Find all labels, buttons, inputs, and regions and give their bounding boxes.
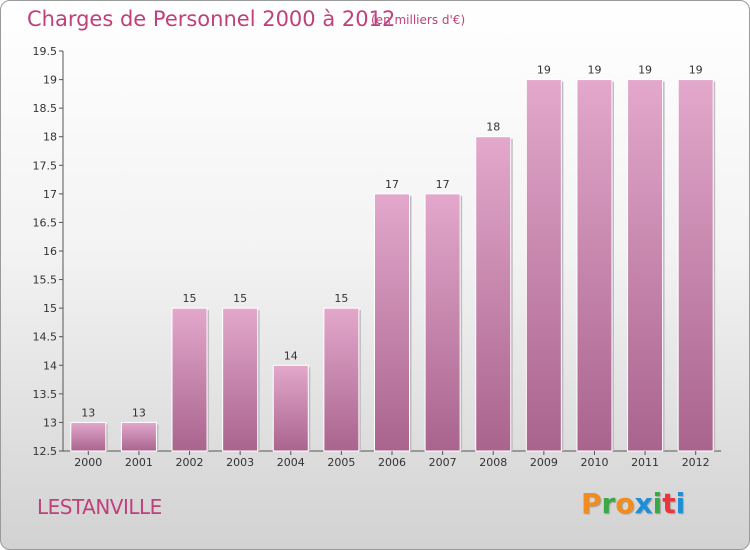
bar-value-label: 19 bbox=[638, 64, 652, 77]
x-tick-label: 2005 bbox=[327, 456, 355, 469]
x-tick-label: 2000 bbox=[74, 456, 102, 469]
y-tick-label: 17.5 bbox=[33, 159, 58, 172]
bar bbox=[627, 79, 664, 452]
bar bbox=[576, 79, 613, 452]
y-tick-label: 19 bbox=[43, 74, 57, 87]
bar-value-label: 15 bbox=[183, 292, 197, 305]
bar-value-label: 19 bbox=[537, 64, 551, 77]
y-tick-label: 18.5 bbox=[33, 102, 58, 115]
x-tick-label: 2012 bbox=[682, 456, 710, 469]
bar-value-label: 13 bbox=[81, 406, 95, 419]
x-tick-label: 2011 bbox=[631, 456, 659, 469]
bar bbox=[272, 364, 309, 452]
x-tick-label: 2008 bbox=[479, 456, 507, 469]
x-tick-label: 2001 bbox=[125, 456, 153, 469]
x-tick-label: 2010 bbox=[580, 456, 608, 469]
x-tick-label: 2006 bbox=[378, 456, 406, 469]
bar-value-label: 19 bbox=[689, 64, 703, 77]
y-tick-label: 18 bbox=[43, 131, 57, 144]
x-tick-label: 2007 bbox=[429, 456, 457, 469]
y-tick-label: 16.5 bbox=[33, 216, 58, 229]
logo-letter: P bbox=[581, 487, 602, 520]
bar bbox=[70, 421, 107, 452]
y-tick-label: 14 bbox=[43, 359, 57, 372]
bar bbox=[525, 79, 562, 452]
bar-value-label: 15 bbox=[233, 292, 247, 305]
logo-letter: x bbox=[634, 487, 653, 520]
y-tick-label: 13 bbox=[43, 416, 57, 429]
bar-value-label: 13 bbox=[132, 406, 146, 419]
x-tick-label: 2002 bbox=[176, 456, 204, 469]
logo-letter: t bbox=[662, 487, 676, 520]
bar bbox=[323, 307, 360, 452]
proxiti-logo: Proxiti bbox=[581, 487, 685, 520]
y-tick-label: 14.5 bbox=[33, 331, 58, 344]
y-tick-label: 17 bbox=[43, 188, 57, 201]
x-tick-label: 2003 bbox=[226, 456, 254, 469]
x-tick-label: 2004 bbox=[277, 456, 305, 469]
y-tick-label: 16 bbox=[43, 245, 57, 258]
y-tick-label: 12.5 bbox=[33, 445, 58, 458]
chart-title: Charges de Personnel 2000 à 2012 bbox=[27, 7, 396, 31]
bar bbox=[120, 421, 157, 452]
bar bbox=[475, 136, 512, 452]
bar bbox=[222, 307, 259, 452]
bar bbox=[374, 193, 410, 452]
y-tick-label: 13.5 bbox=[33, 388, 58, 401]
bar bbox=[171, 307, 208, 452]
logo-letter: o bbox=[615, 487, 635, 520]
logo-letter: i bbox=[652, 487, 663, 520]
bar-value-label: 17 bbox=[385, 178, 399, 191]
bar-value-label: 15 bbox=[334, 292, 348, 305]
x-tick-label: 2009 bbox=[530, 456, 558, 469]
bar bbox=[424, 193, 461, 452]
chart-subtitle: (en milliers d'€) bbox=[371, 13, 466, 27]
bar-value-label: 18 bbox=[486, 121, 500, 134]
logo-letter: r bbox=[601, 487, 616, 520]
bar-value-label: 14 bbox=[284, 349, 298, 362]
y-tick-label: 19.5 bbox=[33, 45, 58, 58]
bar-value-label: 19 bbox=[587, 64, 601, 77]
bar-value-label: 17 bbox=[436, 178, 450, 191]
city-name: LESTANVILLE bbox=[37, 495, 162, 519]
bar bbox=[677, 79, 714, 452]
logo-letter: i bbox=[675, 487, 686, 520]
y-tick-label: 15.5 bbox=[33, 274, 58, 287]
y-tick-label: 15 bbox=[43, 302, 57, 315]
